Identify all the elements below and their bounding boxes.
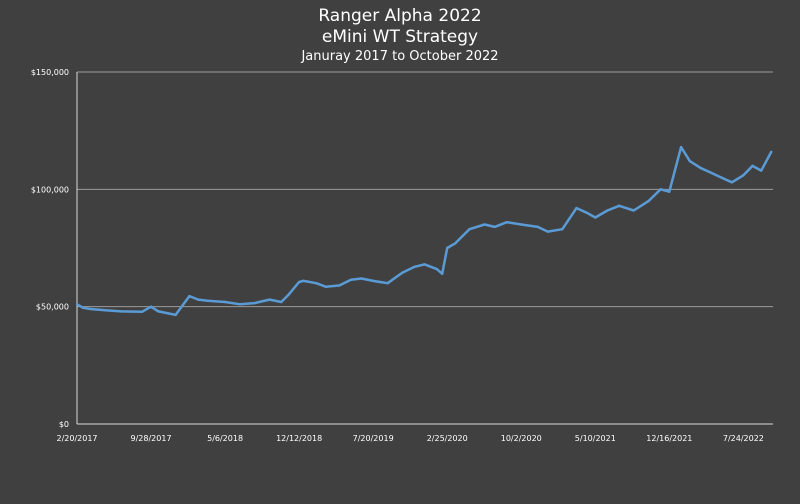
x-tick-label: 12/16/2021 — [646, 434, 692, 443]
data-point — [119, 310, 123, 313]
x-tick-label: 10/2/2020 — [501, 434, 542, 443]
data-point — [360, 277, 363, 280]
data-point — [297, 280, 301, 284]
data-point — [324, 285, 327, 288]
data-point — [710, 171, 713, 175]
data-point — [468, 228, 471, 231]
data-point — [483, 223, 486, 226]
data-point — [699, 167, 703, 170]
data-point — [505, 220, 508, 224]
data-point — [575, 206, 578, 210]
data-point — [75, 303, 79, 306]
data-point — [371, 279, 375, 283]
chart-subtitle: eMini WT Strategy — [321, 27, 479, 47]
data-point — [89, 307, 92, 311]
data-point — [302, 279, 305, 283]
data-point — [280, 300, 283, 304]
data-point — [287, 293, 290, 297]
data-point — [454, 242, 457, 245]
data-point — [268, 298, 271, 301]
data-point — [561, 228, 564, 231]
data-point — [401, 271, 404, 274]
data-point — [760, 169, 763, 172]
data-point — [104, 308, 107, 312]
x-tick-label: 5/6/2018 — [207, 434, 243, 443]
data-point — [81, 306, 85, 310]
data-point — [536, 225, 539, 229]
y-tick-label: $150,000 — [31, 68, 69, 77]
data-point — [720, 176, 723, 179]
y-tick-label: $0 — [59, 420, 69, 429]
data-point — [423, 263, 426, 266]
x-tick-label: 9/28/2017 — [131, 434, 172, 443]
data-point — [585, 211, 589, 214]
x-tick-label: 12/12/2018 — [276, 434, 322, 443]
data-point — [440, 272, 444, 276]
data-point — [606, 209, 609, 212]
data-point — [674, 164, 678, 168]
x-tick-label: 7/24/2022 — [723, 434, 764, 443]
chart-title: Ranger Alpha 2022 — [318, 6, 482, 26]
data-point — [493, 225, 496, 229]
data-point — [188, 294, 191, 298]
data-point — [174, 313, 177, 317]
x-tick-label: 2/20/2017 — [56, 434, 97, 443]
data-point — [253, 301, 256, 305]
data-point — [239, 303, 242, 306]
y-tick-label: $50,000 — [36, 303, 69, 312]
data-point — [520, 223, 523, 226]
data-point — [546, 230, 550, 233]
data-point — [223, 300, 227, 304]
data-point — [617, 204, 621, 207]
y-tick-label: $100,000 — [31, 185, 69, 194]
data-point — [742, 174, 745, 177]
data-point — [157, 310, 160, 313]
data-point — [140, 310, 144, 314]
data-point — [149, 305, 153, 308]
data-point — [446, 246, 449, 250]
chart-date-range: Januray 2017 to October 2022 — [301, 49, 499, 64]
data-point — [435, 267, 438, 271]
data-point — [349, 278, 353, 281]
chart-titles: Ranger Alpha 2022 eMini WT Strategy Janu… — [0, 6, 800, 65]
data-point — [770, 150, 773, 153]
data-point — [632, 209, 635, 212]
data-point — [647, 199, 650, 203]
data-point — [413, 265, 416, 268]
data-point — [594, 216, 597, 219]
data-point — [668, 190, 671, 193]
data-point — [679, 145, 683, 149]
data-point — [337, 284, 341, 287]
data-point — [206, 299, 209, 302]
x-tick-label: 2/25/2020 — [427, 434, 468, 443]
x-tick-label: 7/20/2019 — [353, 434, 394, 443]
data-point — [196, 298, 200, 301]
data-point — [659, 188, 662, 191]
data-point — [730, 181, 734, 184]
data-point — [688, 159, 692, 163]
data-point — [751, 164, 754, 168]
equity-line — [76, 145, 773, 317]
x-tick-label: 5/10/2021 — [575, 434, 616, 443]
data-point — [315, 282, 318, 285]
data-point — [386, 282, 389, 285]
